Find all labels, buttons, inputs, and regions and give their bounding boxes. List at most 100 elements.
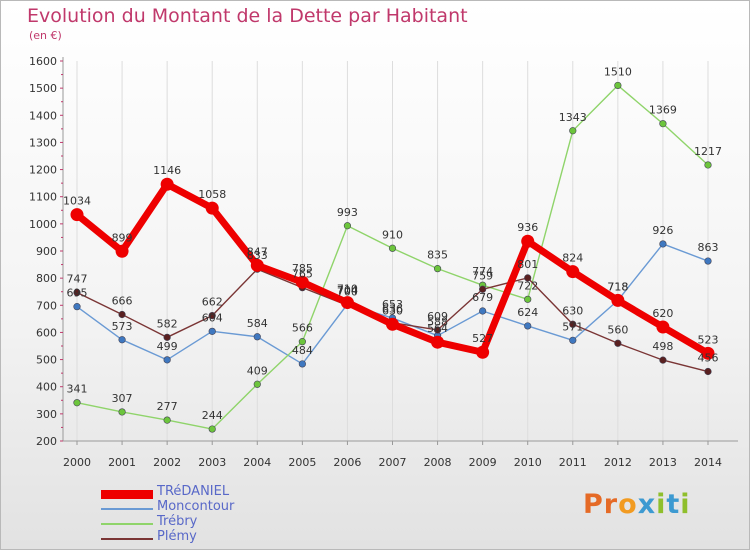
data-point-tredaniel-2012	[611, 293, 625, 307]
x-tick-label-2001: 2001	[108, 456, 136, 469]
x-tick-label-2000: 2000	[63, 456, 91, 469]
data-point-trebry-2013	[659, 120, 667, 128]
data-point-tredaniel-2003	[205, 201, 219, 215]
data-label-moncontour-2007: 653	[382, 298, 403, 311]
data-label-moncontour-2000: 695	[67, 287, 88, 300]
data-label-plemy-2011: 630	[562, 304, 583, 317]
data-point-plemy-2000	[73, 288, 81, 297]
data-label-trebry-2012: 1510	[604, 65, 632, 78]
data-point-moncontour-2001	[118, 336, 126, 344]
data-label-moncontour-2008: 588	[427, 316, 448, 329]
data-label-tredaniel-2007: 630	[382, 304, 403, 317]
legend-label-moncontour: Moncontour	[157, 499, 235, 514]
data-label-plemy-2010: 801	[517, 258, 538, 271]
data-point-moncontour-2009	[479, 307, 487, 315]
data-label-tredaniel-2005: 785	[292, 262, 313, 275]
x-tick-label-2009: 2009	[469, 456, 497, 469]
x-tick-label-2013: 2013	[649, 456, 677, 469]
logo-letter: o	[618, 489, 638, 520]
x-tick-label-2004: 2004	[243, 456, 271, 469]
data-point-plemy-2013	[659, 356, 667, 364]
y-tick-label-900: 900	[36, 245, 57, 258]
data-label-plemy-2004: 833	[247, 249, 268, 262]
data-point-trebry-2003	[208, 425, 216, 433]
data-point-moncontour-2002	[163, 356, 171, 364]
y-tick-label-1000: 1000	[29, 218, 57, 231]
data-label-plemy-2006: 700	[337, 285, 358, 298]
data-label-trebry-2001: 307	[112, 392, 133, 405]
data-label-trebry-2008: 835	[427, 249, 448, 262]
data-label-tredaniel-2011: 824	[562, 252, 583, 265]
data-label-tredaniel-2008: 564	[427, 322, 448, 335]
legend-label-plemy: Plémy	[157, 529, 197, 544]
data-label-moncontour-2004: 584	[247, 317, 268, 330]
data-label-tredaniel-2000: 1034	[63, 195, 91, 208]
x-tick-label-2007: 2007	[379, 456, 407, 469]
data-point-moncontour-2003	[208, 327, 216, 335]
legend-swatch-plemy	[101, 538, 153, 540]
data-label-trebry-2002: 277	[157, 400, 178, 413]
proxiti-logo: Proxiti	[583, 489, 691, 520]
y-tick-label-400: 400	[36, 381, 57, 394]
chart-unit-label: (en €)	[29, 29, 62, 42]
data-point-tredaniel-2005	[295, 275, 309, 289]
data-point-tredaniel-2013	[656, 320, 670, 334]
data-point-trebry-2011	[569, 127, 577, 135]
y-tick-label-1400: 1400	[29, 109, 57, 122]
data-point-moncontour-2005	[298, 360, 306, 368]
data-label-plemy-2012: 560	[607, 323, 628, 336]
data-point-plemy-2001	[118, 310, 126, 319]
y-tick-label-300: 300	[36, 408, 57, 421]
data-point-tredaniel-2011	[566, 265, 580, 279]
data-point-trebry-2000	[73, 399, 81, 407]
data-point-moncontour-2010	[524, 322, 532, 330]
data-point-tredaniel-2002	[160, 177, 174, 191]
y-tick-label-1600: 1600	[29, 55, 57, 68]
data-label-trebry-2010: 722	[517, 279, 538, 292]
x-tick-label-2006: 2006	[333, 456, 361, 469]
data-label-tredaniel-2003: 1058	[198, 188, 226, 201]
data-label-tredaniel-2014: 523	[698, 333, 719, 346]
data-label-plemy-2008: 609	[427, 310, 448, 323]
data-label-moncontour-2002: 499	[157, 340, 178, 353]
data-point-plemy-2012	[614, 339, 622, 347]
data-label-trebry-2005: 566	[292, 322, 313, 335]
data-point-tredaniel-2004	[250, 258, 264, 272]
data-label-moncontour-2010: 624	[517, 306, 538, 319]
x-tick-label-2014: 2014	[694, 456, 722, 469]
data-label-trebry-2009: 774	[472, 265, 493, 278]
data-point-tredaniel-2010	[521, 234, 535, 248]
x-tick-label-2010: 2010	[514, 456, 542, 469]
data-point-trebry-2006	[343, 222, 352, 230]
data-point-plemy-2009	[479, 285, 487, 293]
data-label-plemy-2001: 666	[112, 295, 133, 308]
x-tick-label-2011: 2011	[559, 456, 587, 469]
data-point-tredaniel-2009	[476, 345, 490, 359]
data-point-plemy-2011	[569, 320, 577, 328]
data-label-plemy-2002: 582	[157, 317, 178, 330]
data-label-tredaniel-2010: 936	[517, 221, 538, 234]
x-tick-label-2003: 2003	[198, 456, 226, 469]
data-point-tredaniel-2008	[431, 335, 445, 349]
data-point-trebry-2002	[163, 416, 171, 424]
data-point-tredaniel-2001	[115, 244, 129, 258]
logo-letter: t	[666, 489, 681, 520]
series-tredaniel	[70, 177, 715, 360]
data-point-trebry-2004	[253, 380, 261, 388]
data-label-plemy-2007: 636	[382, 303, 403, 316]
data-label-trebry-2007: 910	[382, 228, 403, 241]
legend-label-trebry: Trébry	[157, 514, 198, 529]
data-point-trebry-2008	[433, 265, 442, 273]
data-label-moncontour-2013: 926	[652, 224, 673, 237]
data-label-moncontour-2014: 863	[698, 241, 719, 254]
data-label-plemy-2014: 456	[698, 352, 719, 365]
data-point-trebry-2012	[614, 81, 622, 90]
x-tick-label-2002: 2002	[153, 456, 181, 469]
data-point-tredaniel-2006	[340, 296, 354, 310]
data-label-trebry-2000: 341	[67, 383, 88, 396]
x-tick-label-2012: 2012	[604, 456, 632, 469]
x-tick-label-2005: 2005	[288, 456, 316, 469]
data-point-trebry-2010	[524, 295, 532, 303]
